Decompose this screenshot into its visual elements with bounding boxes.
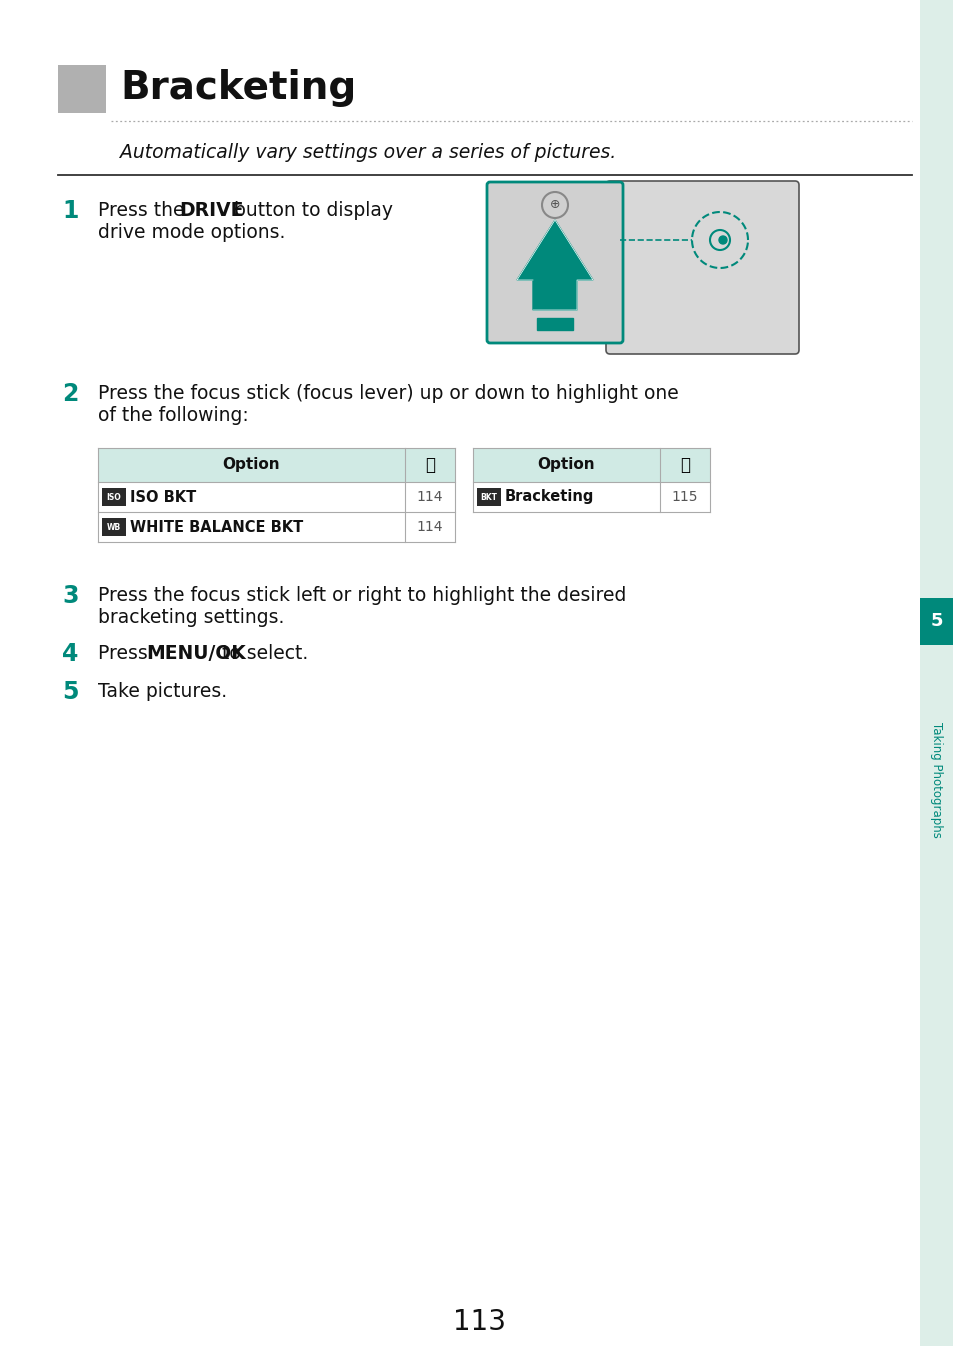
Text: Press the: Press the <box>98 201 191 219</box>
Bar <box>98 448 455 482</box>
Bar <box>58 65 106 113</box>
Text: WHITE BALANCE BKT: WHITE BALANCE BKT <box>130 520 303 534</box>
Circle shape <box>719 236 726 244</box>
Text: Bracketing: Bracketing <box>504 490 594 505</box>
Text: ISO BKT: ISO BKT <box>130 490 196 505</box>
Polygon shape <box>517 219 593 310</box>
Text: Bracketing: Bracketing <box>120 69 355 106</box>
Bar <box>537 318 573 330</box>
FancyBboxPatch shape <box>605 180 799 354</box>
Text: 114: 114 <box>416 490 443 503</box>
Text: Press the focus stick left or right to highlight the desired
bracketing settings: Press the focus stick left or right to h… <box>98 586 626 627</box>
Text: Option: Option <box>537 458 595 472</box>
Bar <box>473 448 709 482</box>
Text: ISO: ISO <box>107 493 121 502</box>
Text: 1: 1 <box>62 199 78 223</box>
Text: drive mode options.: drive mode options. <box>98 223 285 242</box>
Text: ⊕: ⊕ <box>549 198 559 211</box>
Text: 4: 4 <box>62 642 78 666</box>
Text: 115: 115 <box>671 490 698 503</box>
Text: Press the focus stick (focus lever) up or down to highlight one
of the following: Press the focus stick (focus lever) up o… <box>98 384 678 425</box>
Bar <box>473 482 709 511</box>
Bar <box>98 482 455 511</box>
Text: MENU/OK: MENU/OK <box>147 643 246 664</box>
Text: 5: 5 <box>62 680 78 704</box>
Bar <box>102 489 126 506</box>
FancyBboxPatch shape <box>486 182 622 343</box>
Text: to select.: to select. <box>215 643 308 664</box>
Text: button to display: button to display <box>228 201 393 219</box>
Text: Option: Option <box>222 458 280 472</box>
Text: DRIVE: DRIVE <box>179 201 243 219</box>
Text: 5: 5 <box>930 612 943 630</box>
Text: Take pictures.: Take pictures. <box>98 682 227 701</box>
Text: 2: 2 <box>62 382 78 406</box>
Text: 3: 3 <box>62 584 78 608</box>
Text: Press: Press <box>98 643 153 664</box>
Text: WB: WB <box>107 522 121 532</box>
Text: BKT: BKT <box>480 493 497 502</box>
Text: 114: 114 <box>416 520 443 534</box>
Bar <box>102 518 126 536</box>
Text: 📖: 📖 <box>679 456 689 474</box>
Bar <box>476 489 500 506</box>
Text: Automatically vary settings over a series of pictures.: Automatically vary settings over a serie… <box>120 143 616 162</box>
Bar <box>919 598 953 645</box>
Text: 113: 113 <box>453 1308 506 1337</box>
Text: 📖: 📖 <box>424 456 435 474</box>
Bar <box>919 0 953 1346</box>
Bar <box>98 511 455 542</box>
Text: Taking Photographs: Taking Photographs <box>929 721 943 839</box>
